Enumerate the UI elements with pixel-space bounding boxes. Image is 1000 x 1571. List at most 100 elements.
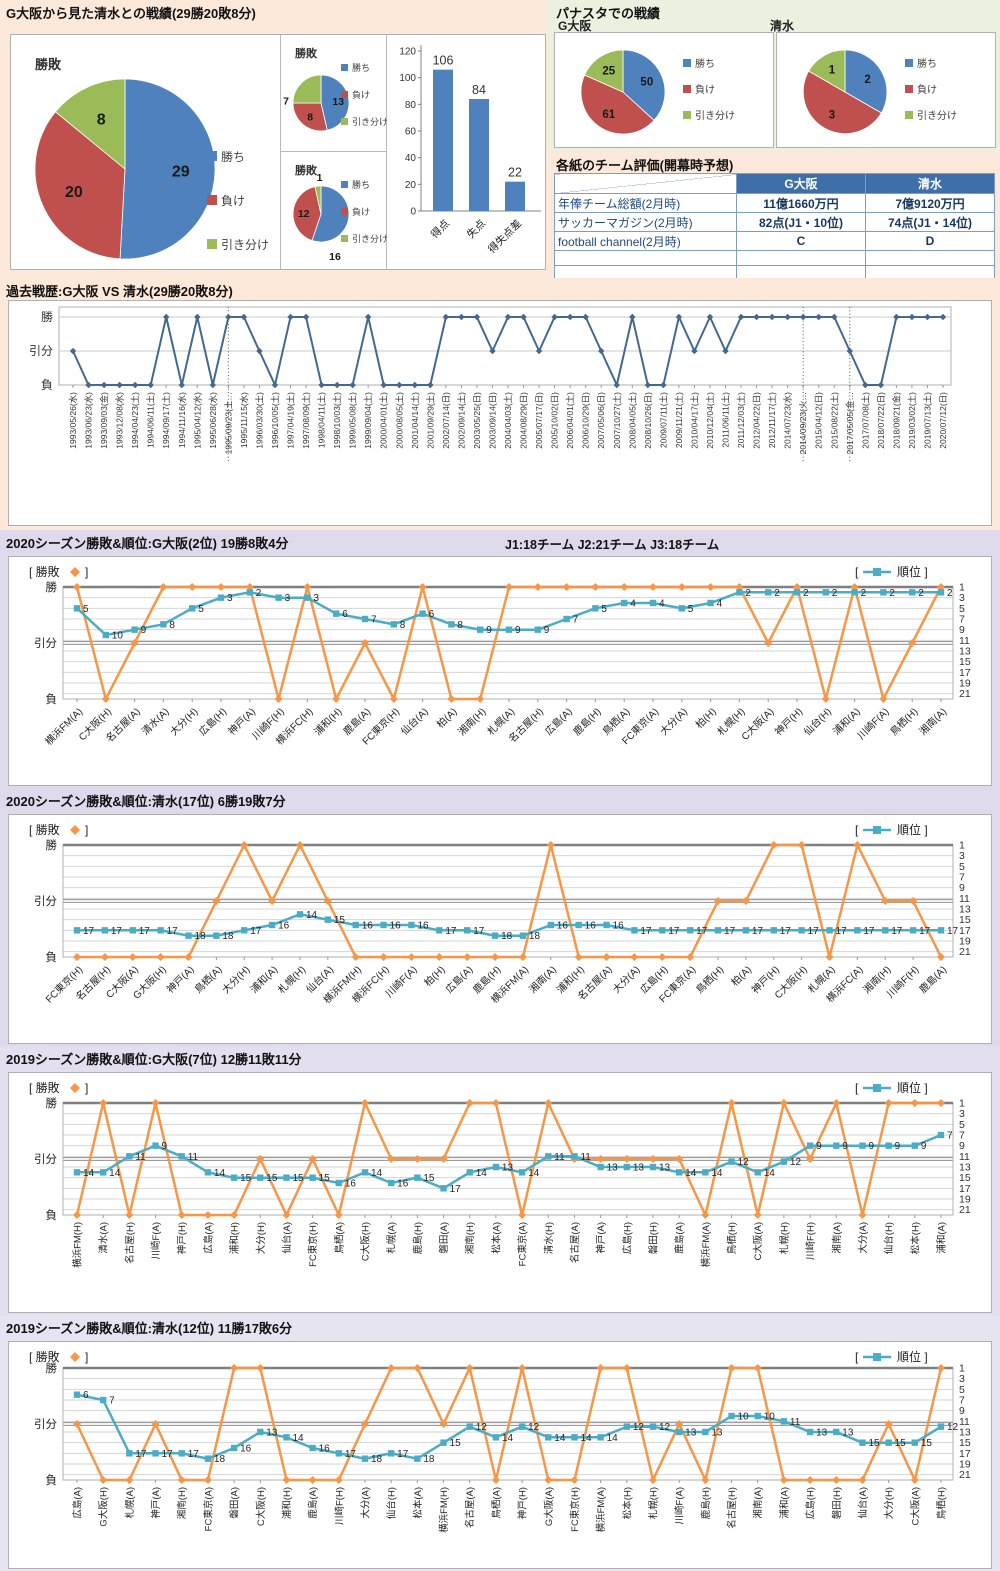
data-point-diamond: [881, 897, 890, 905]
svg-text:得失点差: 得失点差: [485, 217, 524, 256]
table-row-label: [554, 250, 737, 266]
data-point-diamond: [308, 1155, 317, 1163]
svg-text:21: 21: [959, 688, 971, 700]
svg-text:14: 14: [371, 1168, 383, 1179]
svg-text:21: 21: [959, 1204, 971, 1216]
svg-text:1: 1: [829, 65, 836, 77]
rank-point: [101, 927, 109, 934]
data-point-diamond: [332, 695, 341, 703]
svg-text:15: 15: [266, 1173, 278, 1184]
svg-text:9: 9: [816, 1141, 822, 1152]
svg-text:9: 9: [515, 625, 521, 636]
svg-text:順位 ]: 順位 ]: [897, 822, 928, 837]
svg-text:9: 9: [959, 624, 965, 636]
rank-point: [728, 1412, 735, 1420]
svg-text:17: 17: [162, 1449, 174, 1460]
legend-swatch: [207, 239, 217, 249]
data-point-diamond: [658, 953, 667, 961]
rank-point: [491, 932, 499, 939]
svg-text:FC東京(H): FC東京(H): [307, 1222, 319, 1267]
season-2019-gamba-chart: 1 3 5 7 9 11 13 15 17 19 21 勝引分負[ 勝敗][順位 ] 14 14 11 9 11…: [8, 1072, 992, 1313]
rank-point: [597, 1434, 604, 1441]
svg-text:2003/09/14(日): 2003/09/14(日): [487, 392, 497, 449]
svg-text:2014/07/23(水): 2014/07/23(水): [783, 392, 793, 449]
svg-text:17: 17: [668, 926, 680, 937]
legend-swatch: [341, 64, 348, 71]
rank-point: [545, 1153, 552, 1160]
svg-text:負け: 負け: [221, 194, 245, 208]
svg-text:引分: 引分: [34, 1417, 57, 1431]
svg-text:29: 29: [172, 163, 190, 180]
rank-point: [937, 1423, 945, 1430]
data-point-diamond: [156, 953, 165, 961]
svg-text:12: 12: [476, 1422, 488, 1433]
legend-swatch: [341, 235, 348, 242]
data-point-diamond: [116, 381, 123, 389]
svg-text:2014/09/23(火…: 2014/09/23(火…: [798, 392, 808, 454]
data-point-diamond: [184, 953, 193, 961]
svg-text:神戸(H): 神戸(H): [772, 705, 805, 738]
data-point-diamond: [596, 1155, 605, 1163]
data-point-diamond: [644, 381, 652, 389]
svg-text:17: 17: [724, 926, 736, 937]
svg-text:11: 11: [959, 635, 970, 647]
svg-text:2000/04/01(土): 2000/04/01(土): [379, 392, 389, 449]
svg-text:C大阪(H): C大阪(H): [255, 1487, 267, 1526]
svg-text:勝: 勝: [46, 838, 58, 852]
data-point-diamond: [282, 1211, 291, 1219]
svg-text:15: 15: [959, 656, 971, 668]
svg-text:3: 3: [959, 592, 965, 604]
ratings-title: 各紙のチーム評価(開幕時予想): [556, 158, 734, 173]
svg-text:3: 3: [829, 110, 835, 122]
svg-text:7: 7: [109, 1396, 115, 1407]
svg-text:2012/11/17(土): 2012/11/17(土): [767, 392, 777, 448]
data-point-diamond: [753, 1364, 762, 1372]
rank-point: [649, 1423, 657, 1430]
rank-point: [675, 1169, 683, 1176]
svg-text:広島(A): 広島(A): [72, 1487, 84, 1519]
rank-line: [76, 1393, 942, 1461]
rank-point: [440, 1439, 447, 1446]
svg-text:9: 9: [959, 882, 965, 894]
svg-text:鳥栖(A): 鳥栖(A): [490, 1487, 502, 1519]
data-point-diamond: [701, 1211, 710, 1219]
svg-text:2010/04/17(土): 2010/04/17(土): [689, 392, 699, 449]
data-point-diamond: [877, 381, 885, 389]
result-line: [75, 1364, 943, 1484]
data-point-diamond: [910, 1099, 919, 1107]
data-point-diamond: [937, 1364, 945, 1372]
svg-text:2: 2: [918, 588, 924, 599]
svg-text:引き分け: 引き分け: [917, 110, 957, 122]
svg-text:負: 負: [46, 693, 58, 706]
data-point-diamond: [566, 313, 574, 321]
data-point-diamond: [706, 313, 714, 321]
svg-text:2011/12/03(土): 2011/12/03(土): [736, 392, 746, 448]
svg-text:16: 16: [557, 921, 569, 932]
data-point-diamond: [442, 313, 450, 321]
svg-text:2012/04/22(日): 2012/04/22(日): [752, 392, 762, 449]
data-point-diamond: [287, 313, 294, 321]
data-point-diamond: [130, 639, 139, 647]
data-point-diamond: [784, 313, 791, 321]
data-point-diamond: [178, 381, 185, 389]
table-col-header: 清水: [865, 173, 995, 194]
svg-text:引き分け: 引き分け: [221, 238, 269, 252]
svg-text:広島(A): 広島(A): [202, 1222, 214, 1254]
svg-text:17: 17: [473, 926, 485, 937]
svg-text:8: 8: [307, 111, 313, 123]
rank-point: [380, 921, 387, 929]
svg-text:[ 勝敗: [ 勝敗: [29, 1080, 60, 1095]
svg-text:浦和(H): 浦和(H): [229, 1222, 241, 1254]
data-point-diamond: [939, 313, 947, 321]
data-point-diamond: [217, 583, 225, 591]
rank-point: [257, 1428, 264, 1436]
svg-text:18: 18: [371, 1454, 383, 1465]
data-point-diamond: [125, 1476, 134, 1484]
rank-point: [649, 599, 657, 607]
svg-text:84: 84: [472, 83, 486, 97]
svg-text:[ 勝敗: [ 勝敗: [29, 1349, 60, 1364]
svg-text:磐田(H): 磐田(H): [831, 1487, 843, 1519]
pie-slice: [622, 49, 666, 121]
svg-text:広島(A): 広島(A): [443, 963, 476, 996]
